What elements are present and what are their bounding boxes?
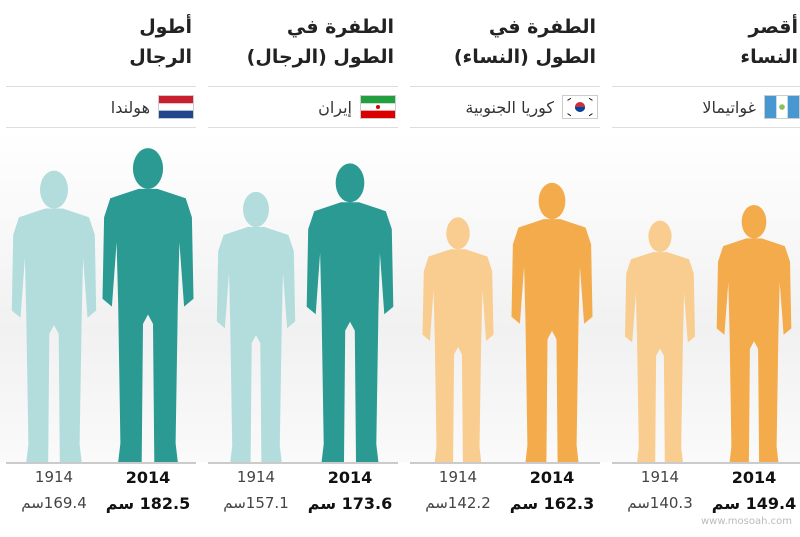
country-row: كوريا الجنوبية [410,86,600,128]
panel-title: أقصر النساء [740,16,798,68]
person-figure [716,205,792,462]
panel-title: أطول الرجال [129,16,192,68]
value-label: 173.6 سم [307,494,393,513]
value-label: 162.3 سم [509,494,595,513]
country-name: هولندا [110,97,150,117]
person-figure [422,217,494,462]
flag [562,95,598,119]
person-figure [306,163,394,462]
value-label: 149.4 سم [711,494,797,513]
value-label: 169.4سم [21,494,87,512]
person-figure [216,191,296,463]
person-figure [625,220,695,462]
person-figure [11,170,97,462]
year-label: 2014 [529,468,575,487]
year-label: 1914 [438,468,478,486]
year-label: 1914 [236,468,276,486]
country-row: إيران [208,86,398,128]
flag [158,95,194,119]
person-figure [511,182,593,462]
panel-title: الطفرة في الطول (النساء) [453,16,596,68]
year-label: 1914 [640,468,680,486]
value-label: 142.2سم [425,494,491,512]
watermark: www.mosoah.com [701,516,792,527]
year-label: 2014 [125,468,171,487]
year-label: 1914 [34,468,74,486]
country-row: هولندا [6,86,196,128]
panel: الطفرة في الطول (الرجال) إيران [208,0,398,537]
panel-title: الطفرة في الطول (الرجال) [246,16,394,68]
value-label: 157.1سم [223,494,289,512]
value-label: 140.3سم [627,494,693,512]
panel: الطفرة في الطول (النساء) كوريا الجنوبية [410,0,600,537]
flag [360,95,396,119]
panel: أطول الرجال هولندا [6,0,196,537]
year-label: 2014 [731,468,777,487]
panel: أقصر النساء غواتيمالا [612,0,800,537]
country-name: غواتيمالا [702,97,756,117]
year-label: 2014 [327,468,373,487]
value-label: 182.5 سم [105,494,191,513]
country-name: إيران [318,97,352,117]
person-figure [102,148,194,463]
country-row: غواتيمالا [612,86,800,128]
country-name: كوريا الجنوبية [465,97,554,117]
